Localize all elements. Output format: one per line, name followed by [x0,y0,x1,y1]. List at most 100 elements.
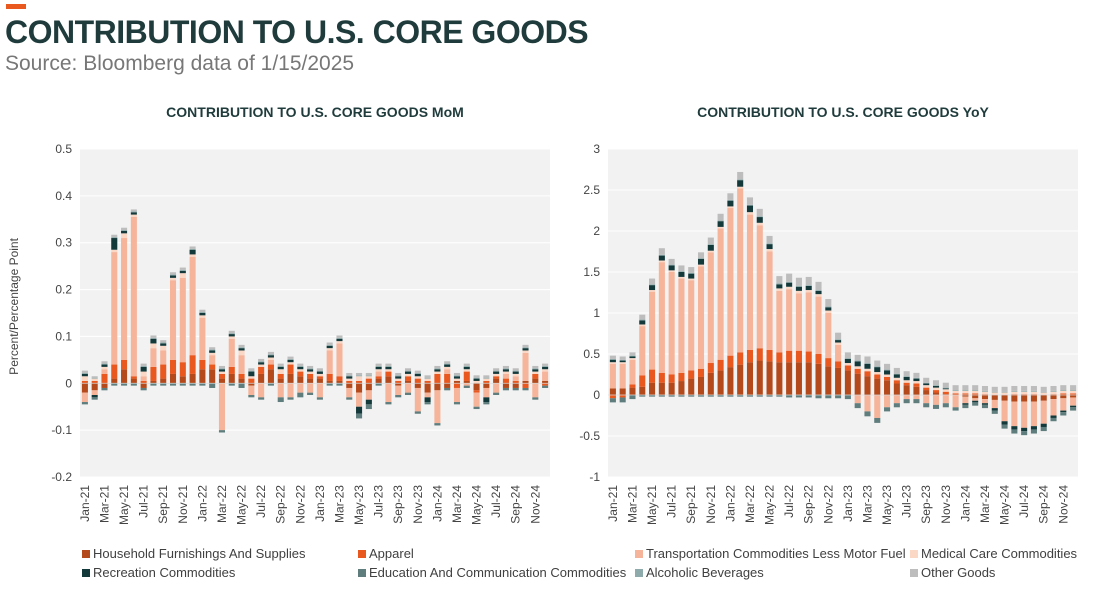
legend-label-transportation: Transportation Commodities Less Motor Fu… [646,546,906,561]
bar-segment-apparel [444,373,451,384]
bar-segment-transportation-commodities-less-motor-fuel [434,390,441,424]
x-tick-label: Nov-24 [1056,485,1070,524]
bar-segment-education-and-communication-commodities [297,392,304,398]
bar-segment-household-furnishings-and-supplies [805,362,812,395]
bar-segment-alcoholic-beverages [1040,391,1047,393]
bar-segment-apparel [952,393,959,395]
bar-segment-household-furnishings-and-supplies [1060,395,1067,399]
bar-segment-transportation-commodities-less-motor-fuel [444,369,451,374]
bar-segment-medical-care-commodities [1021,391,1028,395]
bar-segment-other-goods [287,356,294,359]
bar-segment-education-and-communication-commodities [434,423,441,426]
bar-segment-medical-care-commodities [619,362,626,364]
bar-segment-apparel [649,369,656,383]
bar-segment-apparel [238,373,245,379]
bar-segment-transportation-commodities-less-motor-fuel [786,289,793,351]
bar-segment-household-furnishings-and-supplies [991,395,998,400]
bar-segment-alcoholic-beverages [140,365,147,367]
bar-segment-alcoholic-beverages [434,368,441,370]
bar-segment-transportation-commodities-less-motor-fuel [267,359,274,365]
bar-segment-education-and-communication-commodities [258,397,265,400]
bar-segment-other-goods [267,351,274,355]
bar-segment-other-goods [385,363,392,366]
bar-segment-recreation-commodities [737,180,744,187]
bar-segment-other-goods [140,363,147,366]
bar-segment-recreation-commodities [717,221,724,227]
bar-segment-household-furnishings-and-supplies [316,378,323,384]
bar-segment-alcoholic-beverages [972,390,979,391]
bar-segment-other-goods [326,342,333,345]
bar-segment-transportation-commodities-less-motor-fuel [248,385,255,395]
bar-segment-transportation-commodities-less-motor-fuel [199,317,206,360]
bar-segment-transportation-commodities-less-motor-fuel [972,398,979,401]
bar-segment-recreation-commodities [864,363,871,369]
bar-segment-alcoholic-beverages [336,337,343,339]
bar-segment-education-and-communication-commodities [952,407,959,411]
bar-segment-transportation-commodities-less-motor-fuel [111,252,118,365]
bar-segment-medical-care-commodities [101,366,108,370]
bar-segment-apparel [1070,393,1077,395]
chart-title-mom: CONTRIBUTION TO U.S. CORE GOODS MoM [166,104,464,120]
bar-segment-other-goods [258,358,265,362]
bar-segment-medical-care-commodities [150,343,157,349]
bar-segment-alcoholic-beverages [414,372,421,374]
y-tick-label: 0.5 [55,142,72,156]
bar-segment-other-goods [483,375,490,378]
bar-segment-other-goods [678,265,685,272]
bar-segment-transportation-commodities-less-motor-fuel [424,392,431,398]
bar-segment-alcoholic-beverages [522,347,529,349]
bar-segment-education-and-communication-commodities [532,397,539,400]
bar-segment-recreation-commodities [404,371,412,374]
x-tick-label: Sep-24 [1037,485,1051,524]
bar-segment-transportation-commodities-less-motor-fuel [619,363,626,389]
bar-segment-medical-care-commodities [346,378,353,381]
bar-segment-household-furnishings-and-supplies [91,383,98,391]
legend-label-other: Other Goods [921,565,996,580]
bar-segment-other-goods [844,352,851,359]
bar-segment-other-goods [688,267,695,273]
bar-segment-medical-care-commodities [248,376,255,379]
bar-segment-medical-care-commodities [199,315,206,318]
bar-segment-medical-care-commodities [532,371,539,374]
legend-label-education: Education And Communication Commodities [369,565,627,580]
bar-segment-other-goods [952,385,959,391]
bar-segment-medical-care-commodities [962,390,969,394]
bar-segment-other-goods [297,363,304,366]
bar-segment-household-furnishings-and-supplies [1021,395,1028,402]
bar-segment-education-and-communication-commodities [91,397,98,400]
bar-segment-household-furnishings-and-supplies [444,383,451,388]
x-tick-label: Jul-23 [900,485,914,518]
bar-segment-household-furnishings-and-supplies [1011,395,1018,402]
bar-segment-household-furnishings-and-supplies [463,380,470,384]
bar-segment-alcoholic-beverages [424,377,431,379]
bar-segment-apparel [101,373,108,384]
bar-segment-alcoholic-beverages [160,342,167,344]
bar-segment-transportation-commodities-less-motor-fuel [483,387,490,398]
bar-segment-household-furnishings-and-supplies [609,388,616,395]
bar-segment-transportation-commodities-less-motor-fuel [737,188,744,353]
bar-segment-household-furnishings-and-supplies [893,383,900,395]
bar-segment-other-goods [1021,385,1028,391]
y-tick-label: 0.1 [55,329,72,343]
bar-segment-alcoholic-beverages [395,375,402,377]
bar-segment-recreation-commodities [326,345,333,349]
bar-segment-household-furnishings-and-supplies [795,362,802,395]
bar-segment-education-and-communication-commodities [277,397,284,403]
bar-segment-recreation-commodities [267,355,274,358]
bar-segment-alcoholic-beverages [493,370,500,372]
bar-segment-alcoholic-beverages [815,290,822,291]
y-tick-label: -0.2 [51,470,72,484]
bar-segment-apparel [786,350,793,363]
bar-segment-other-goods [1001,386,1008,392]
bar-segment-household-furnishings-and-supplies [502,383,509,388]
bar-segment-recreation-commodities [199,313,206,316]
legend-item-apparel: Apparel [358,546,414,561]
bar-segment-alcoholic-beverages [1030,390,1037,392]
bar-segment-education-and-communication-commodities [336,383,343,386]
x-tick-label: Nov-23 [411,485,425,524]
bar-segment-transportation-commodities-less-motor-fuel [297,383,304,393]
bar-segment-apparel [91,380,98,384]
bar-segment-other-goods [854,354,861,361]
bar-segment-alcoholic-beverages [463,365,470,367]
bar-segment-medical-care-commodities [717,226,724,229]
